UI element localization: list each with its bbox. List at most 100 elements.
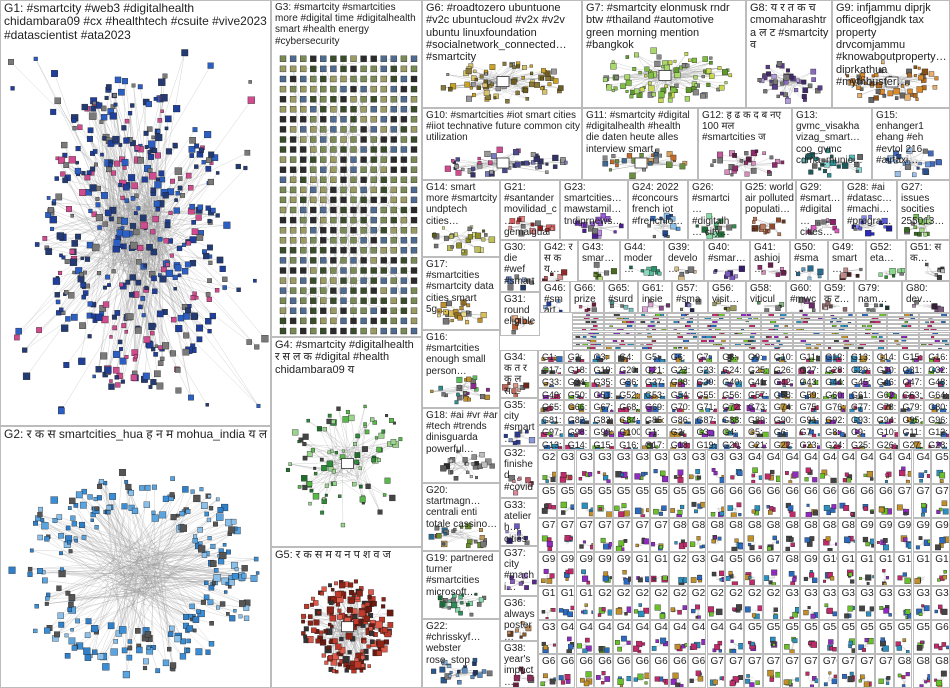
node xyxy=(706,68,712,74)
node xyxy=(390,237,397,244)
node xyxy=(311,596,315,601)
edge xyxy=(282,189,294,221)
node xyxy=(72,126,77,131)
group-pane-g41: G41: ashioj… xyxy=(750,240,790,281)
node xyxy=(197,204,204,211)
edge xyxy=(313,119,405,231)
node xyxy=(175,387,182,394)
node xyxy=(706,82,711,87)
hub-node xyxy=(658,70,672,81)
node xyxy=(330,116,337,123)
node xyxy=(289,327,297,335)
node xyxy=(477,156,481,161)
edge xyxy=(153,247,213,317)
group-pane-g35: G35: city #smart… xyxy=(500,398,538,446)
node xyxy=(201,502,208,509)
node xyxy=(360,287,367,294)
node xyxy=(289,176,297,183)
node xyxy=(59,253,63,258)
node xyxy=(188,185,194,191)
node xyxy=(84,174,91,181)
node xyxy=(160,266,167,273)
edge xyxy=(127,566,202,614)
node xyxy=(334,451,338,455)
node xyxy=(769,223,776,230)
node xyxy=(363,615,370,622)
group-pane-g26: G26: #smartci… #digitalh… city… xyxy=(688,180,741,240)
network-g2 xyxy=(8,469,260,679)
node xyxy=(455,157,460,162)
edge xyxy=(49,559,143,629)
node xyxy=(195,648,203,656)
node xyxy=(456,242,462,249)
node xyxy=(95,313,103,321)
node xyxy=(136,646,143,654)
node xyxy=(152,215,159,223)
node xyxy=(81,535,87,540)
node xyxy=(866,308,870,312)
edge xyxy=(16,240,120,338)
edge xyxy=(146,147,151,250)
node xyxy=(130,222,136,229)
node xyxy=(185,509,191,514)
group-pane-g8: G8: य र त क च cmomaharashtra ल ट #smartc… xyxy=(746,0,832,108)
node xyxy=(322,427,327,432)
node xyxy=(279,237,287,244)
node xyxy=(353,579,358,584)
node xyxy=(89,184,97,192)
nodes xyxy=(301,579,394,674)
edge xyxy=(117,79,162,252)
node xyxy=(136,259,142,265)
node xyxy=(390,65,397,73)
node xyxy=(885,305,890,310)
node xyxy=(128,490,134,496)
node xyxy=(57,612,64,619)
node xyxy=(340,156,347,163)
edge xyxy=(115,268,152,275)
node xyxy=(495,86,501,92)
node xyxy=(222,285,227,290)
node xyxy=(400,196,408,204)
node xyxy=(380,317,387,325)
node xyxy=(219,551,227,560)
node xyxy=(310,277,317,284)
node xyxy=(625,90,629,93)
node xyxy=(151,510,156,515)
node xyxy=(350,96,357,103)
node xyxy=(50,108,57,115)
node xyxy=(917,232,922,237)
node xyxy=(106,84,112,90)
node xyxy=(475,232,482,239)
node xyxy=(279,327,287,335)
node xyxy=(215,171,220,175)
group-label: G25: world air polluted populati… xyxy=(745,182,794,216)
node xyxy=(744,160,749,165)
node xyxy=(330,267,337,274)
node xyxy=(390,257,397,264)
node xyxy=(893,88,900,95)
node xyxy=(154,344,159,348)
node xyxy=(146,244,153,251)
node xyxy=(656,54,662,60)
node xyxy=(118,143,123,147)
node xyxy=(330,297,337,304)
node xyxy=(380,307,387,314)
node xyxy=(289,106,297,113)
node xyxy=(673,59,677,63)
node xyxy=(691,57,697,63)
node xyxy=(125,483,132,490)
edge xyxy=(109,241,188,266)
node xyxy=(340,267,347,274)
group-label: G80: dev… xyxy=(906,283,933,306)
node xyxy=(374,436,378,440)
node xyxy=(350,307,357,314)
node xyxy=(380,277,387,284)
node xyxy=(155,207,160,212)
node xyxy=(410,75,418,83)
node xyxy=(330,317,337,325)
node xyxy=(624,74,631,80)
node xyxy=(300,55,307,62)
edge xyxy=(146,145,197,227)
node xyxy=(330,176,337,183)
node xyxy=(410,206,418,214)
